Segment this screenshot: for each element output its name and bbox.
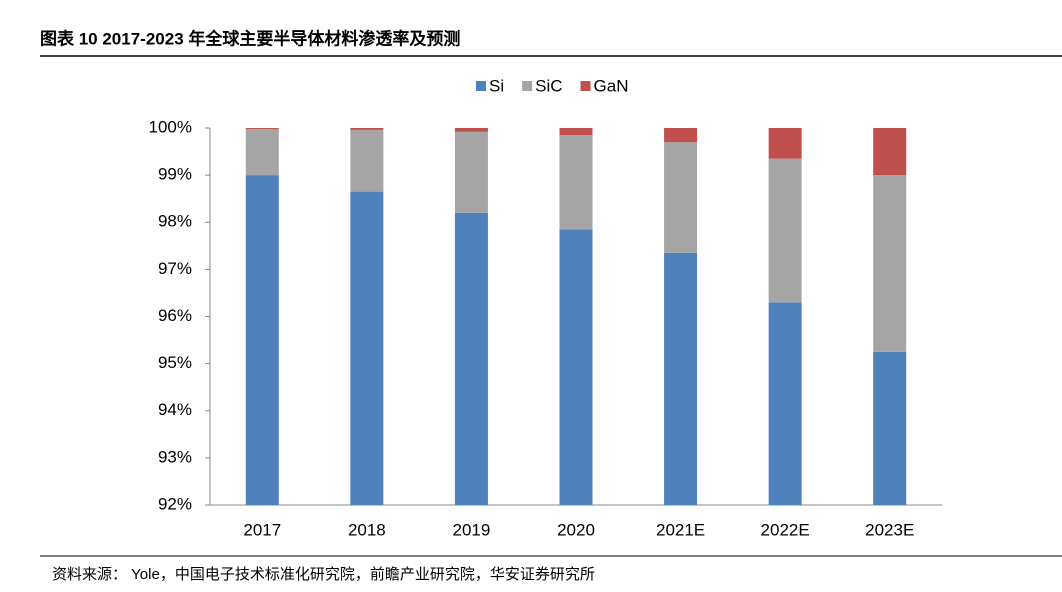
bar-segment bbox=[664, 128, 698, 143]
bar-segment bbox=[664, 142, 698, 253]
y-tick-label: 100% bbox=[149, 117, 192, 136]
x-tick-label: 2022E bbox=[761, 520, 810, 539]
y-tick-label: 92% bbox=[158, 494, 192, 513]
y-tick-label: 97% bbox=[158, 259, 192, 278]
chart-title: 图表 10 2017-2023 年全球主要半导体材料渗透率及预测 bbox=[40, 28, 460, 48]
y-tick-label: 99% bbox=[158, 165, 192, 184]
x-tick-label: 2017 bbox=[243, 520, 281, 539]
legend-swatch bbox=[476, 81, 486, 91]
bar-segment bbox=[350, 129, 384, 192]
y-tick-label: 96% bbox=[158, 306, 192, 325]
bar-segment bbox=[350, 128, 384, 130]
legend-swatch bbox=[522, 81, 533, 91]
y-tick-label: 98% bbox=[158, 212, 192, 231]
bar-segment bbox=[768, 302, 802, 505]
bar-segment bbox=[454, 128, 488, 132]
x-tick-label: 2018 bbox=[348, 520, 386, 539]
y-tick-label: 93% bbox=[158, 447, 192, 466]
legend-label: SiC bbox=[535, 76, 562, 95]
bar-segment bbox=[350, 191, 384, 505]
bar-segment bbox=[454, 212, 488, 505]
x-tick-label: 2020 bbox=[557, 520, 595, 539]
x-tick-label: 2021E bbox=[656, 520, 705, 539]
bar-segment bbox=[245, 128, 279, 176]
bar-segment bbox=[245, 128, 279, 129]
x-tick-label: 2023E bbox=[865, 520, 914, 539]
bar-segment bbox=[454, 131, 488, 213]
bar-segment bbox=[559, 135, 593, 230]
bar-segment bbox=[559, 128, 593, 136]
bar-segment bbox=[559, 229, 593, 505]
bar-segment bbox=[245, 175, 279, 505]
bar-segment bbox=[768, 128, 802, 159]
bar-segment bbox=[873, 175, 907, 352]
y-tick-label: 95% bbox=[158, 353, 192, 372]
legend-label: Si bbox=[489, 76, 504, 95]
legend-label: GaN bbox=[594, 76, 629, 95]
legend-swatch bbox=[580, 81, 591, 91]
y-tick-label: 94% bbox=[158, 400, 192, 419]
bar-segment bbox=[768, 158, 802, 303]
x-tick-label: 2019 bbox=[453, 520, 491, 539]
source-note: 资料来源： Yole，中国电子技术标准化研究院，前瞻产业研究院，华安证券研究所 bbox=[52, 565, 595, 583]
bar-segment bbox=[873, 351, 907, 505]
bar-segment bbox=[664, 252, 698, 505]
bar-segment bbox=[873, 128, 907, 176]
